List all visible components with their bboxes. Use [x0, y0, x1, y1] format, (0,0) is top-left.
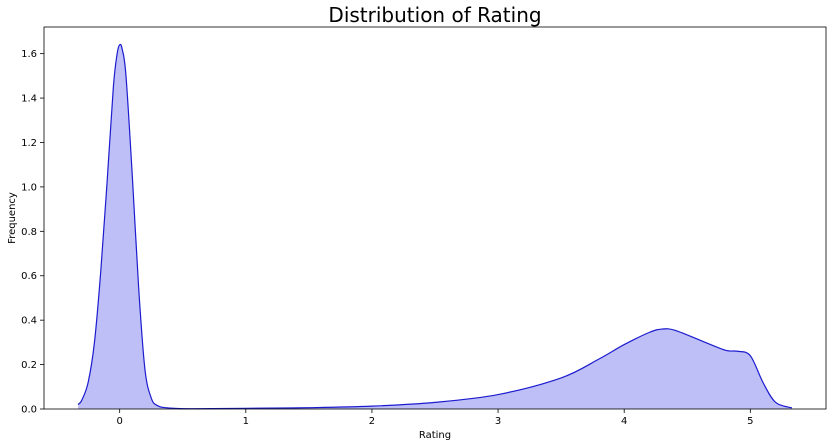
x-tick-label: 5	[747, 416, 753, 427]
plot-area	[43, 26, 827, 410]
chart-title: Distribution of Rating	[328, 3, 541, 27]
x-axis: 0 1 2 3 4 5	[116, 409, 754, 427]
y-tick-label: 0.4	[21, 316, 37, 327]
y-tick-label: 0.8	[21, 227, 37, 238]
y-tick-label: 1.2	[21, 138, 37, 149]
y-tick-label: 0.0	[21, 405, 37, 416]
density-area	[78, 44, 792, 409]
x-tick-label: 1	[243, 416, 249, 427]
x-tick-label: 4	[621, 416, 627, 427]
y-axis: 0.0 0.2 0.4 0.6 0.8 1.0 1.2 1.4 1.6	[21, 49, 44, 416]
x-axis-label: Rating	[419, 430, 451, 441]
y-tick-label: 1.6	[21, 49, 37, 60]
x-tick-label: 2	[369, 416, 375, 427]
plot-frame	[43, 26, 827, 410]
x-tick-label: 0	[116, 416, 122, 427]
y-tick-label: 1.0	[21, 182, 37, 193]
y-tick-label: 1.4	[21, 94, 37, 105]
y-axis-label: Frequency	[7, 192, 18, 244]
y-tick-label: 0.2	[21, 360, 37, 371]
y-tick-label: 0.6	[21, 271, 37, 282]
x-tick-label: 3	[495, 416, 501, 427]
